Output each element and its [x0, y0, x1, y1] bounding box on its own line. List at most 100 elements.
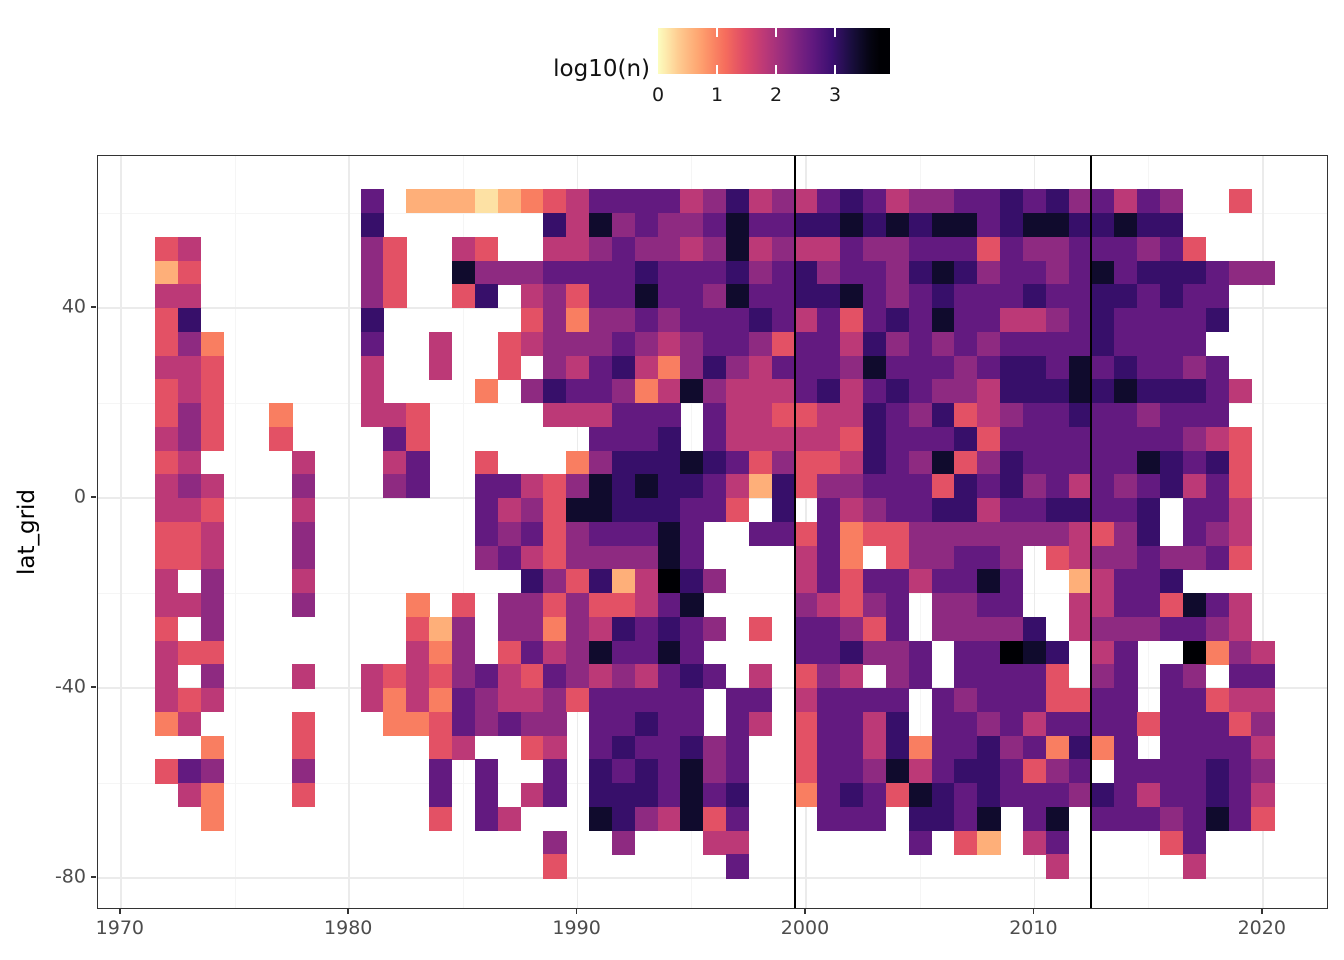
heat-tile [1045, 189, 1070, 214]
heat-tile [589, 735, 613, 760]
heat-tile [885, 213, 910, 238]
heat-tile [611, 711, 636, 737]
heat-tile [1091, 260, 1115, 285]
heat-tile [657, 759, 681, 784]
heat-tile [885, 759, 910, 784]
heat-tile [1068, 735, 1092, 760]
heat-tile [497, 711, 521, 737]
heat-tile [657, 545, 681, 570]
heat-tile [840, 498, 864, 523]
heat-tile [360, 236, 384, 261]
heat-tile [177, 236, 202, 261]
heat-tile [177, 593, 202, 618]
heat-tile [474, 521, 499, 546]
heat-tile [680, 260, 704, 285]
heat-tile [954, 308, 978, 333]
heat-tile [360, 260, 384, 285]
heat-tile [817, 806, 841, 832]
heat-tile [520, 640, 544, 665]
heat-tile [155, 545, 179, 570]
x-axis-tick [1032, 909, 1035, 914]
heat-tile [406, 664, 430, 689]
heat-tile [566, 260, 590, 285]
heat-tile [543, 783, 567, 808]
heat-tile [634, 189, 658, 214]
heat-tile [1205, 806, 1229, 832]
heat-tile [954, 498, 978, 523]
heat-tile [1159, 593, 1184, 618]
heat-tile [1068, 355, 1092, 380]
heat-tile [1022, 379, 1047, 404]
heat-tile [1091, 783, 1115, 808]
heat-tile [634, 783, 658, 808]
heat-tile [1000, 308, 1024, 333]
heat-tile [1091, 498, 1115, 523]
heat-tile [1114, 355, 1138, 380]
heat-tile [360, 284, 384, 309]
heat-tile [840, 593, 864, 618]
heat-tile [726, 308, 750, 333]
heat-tile [657, 450, 681, 475]
heat-tile [1159, 664, 1184, 689]
heat-tile [611, 189, 636, 214]
heat-tile [451, 616, 476, 641]
heat-tile [155, 474, 179, 499]
heat-tile [1182, 759, 1207, 784]
heat-tile [406, 426, 430, 451]
heat-tile [360, 308, 384, 333]
heat-tile [1114, 379, 1138, 404]
heat-tile [817, 379, 841, 404]
heat-tile [817, 355, 841, 380]
heat-tile [611, 426, 636, 451]
heat-tile [977, 284, 1001, 309]
heat-tile [1045, 759, 1070, 784]
heat-tile [977, 830, 1001, 855]
heat-tile [634, 593, 658, 618]
heat-tile [177, 426, 202, 451]
heat-tile [1251, 735, 1275, 760]
heat-tile [1091, 236, 1115, 261]
heat-tile [908, 474, 932, 499]
heat-tile [908, 189, 932, 214]
heat-tile [1251, 783, 1275, 808]
heat-tile [634, 688, 658, 713]
heat-tile [155, 284, 179, 309]
heat-tile [155, 308, 179, 333]
heat-tile [748, 616, 773, 641]
heat-tile [703, 355, 727, 380]
heat-tile [200, 664, 224, 689]
heat-tile [589, 498, 613, 523]
heat-tile [863, 213, 887, 238]
heat-tile [680, 616, 704, 641]
heat-tile [1045, 545, 1070, 570]
heat-tile [748, 711, 773, 737]
heat-tile [954, 640, 978, 665]
heat-tile [840, 783, 864, 808]
heat-tile [931, 284, 955, 309]
heat-tile [1091, 450, 1115, 475]
heat-tile [566, 569, 590, 594]
heat-tile [1045, 854, 1070, 879]
heat-tile [543, 355, 567, 380]
heat-tile [155, 236, 179, 261]
heat-tile [543, 735, 567, 760]
heat-tile [931, 403, 955, 428]
heat-tile [794, 711, 818, 737]
heat-tile [863, 783, 887, 808]
heat-tile [520, 284, 544, 309]
heat-tile [726, 331, 750, 356]
heat-tile [200, 331, 224, 356]
heat-tile [611, 664, 636, 689]
heat-tile [954, 213, 978, 238]
heat-tile [954, 593, 978, 618]
heat-tile [817, 331, 841, 356]
legend-tick-label: 0 [651, 84, 665, 106]
heat-tile [589, 331, 613, 356]
heat-tile [657, 284, 681, 309]
heat-tile [908, 735, 932, 760]
heat-tile [748, 379, 773, 404]
heat-tile [1114, 450, 1138, 475]
heat-tile [1000, 735, 1024, 760]
heat-tile [977, 545, 1001, 570]
heat-tile [155, 569, 179, 594]
